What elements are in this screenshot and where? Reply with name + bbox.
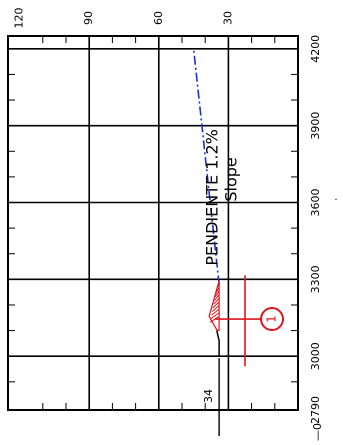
tick-label-x-3900: 3900 — [309, 112, 322, 140]
wedge-hatch-line — [213, 297, 220, 305]
tick-label-y-120: 120 — [13, 7, 26, 28]
plot-frame — [7, 35, 299, 411]
hatched-wedge-outline — [208, 280, 220, 331]
tick-label-x-3000: 3000 — [309, 342, 322, 370]
stray-mark: · — [334, 195, 337, 206]
label-layer: 2790 3000 3300 3600 3900 4200 30 60 90 120 34 PENDI… — [13, 7, 338, 441]
corner-origin-mark: —0 — [311, 423, 324, 441]
tick-label-y-60: 60 — [152, 11, 165, 25]
reference-level-label: 34 — [202, 389, 215, 403]
marker-circle — [260, 307, 284, 332]
wedge-hatch-line — [215, 287, 220, 294]
tick-label-x-3300: 3300 — [309, 265, 322, 293]
slope-sublabel: Slope — [222, 157, 241, 201]
plot-border — [7, 35, 299, 411]
marker-number: 1 — [265, 315, 279, 323]
wedge-hatch-line — [215, 283, 220, 291]
grid — [8, 36, 298, 410]
wedge-hatch-line — [211, 308, 220, 316]
wedge-hatch-line — [209, 315, 220, 323]
tick-label-x-2790: 2790 — [309, 396, 322, 424]
slope-label: PENDIENTE 1.2% — [203, 129, 222, 265]
wedge-hatch-line — [211, 305, 220, 312]
series-line-1 — [216, 330, 220, 357]
wedge-hatch-line — [214, 290, 220, 298]
series-line-0 — [192, 48, 220, 285]
tick-label-y-90: 90 — [82, 11, 95, 25]
wedge-hatch-line — [212, 301, 220, 309]
marker-layer: 1 — [208, 275, 284, 367]
tick-label-x-4200: 4200 — [309, 35, 322, 63]
wedge-hatch-line — [210, 312, 220, 320]
tick-label-x-3600: 3600 — [309, 189, 322, 217]
wedge-hatch-line — [213, 294, 220, 301]
tick-label-y-30: 30 — [221, 11, 234, 25]
series-layer — [192, 48, 220, 436]
